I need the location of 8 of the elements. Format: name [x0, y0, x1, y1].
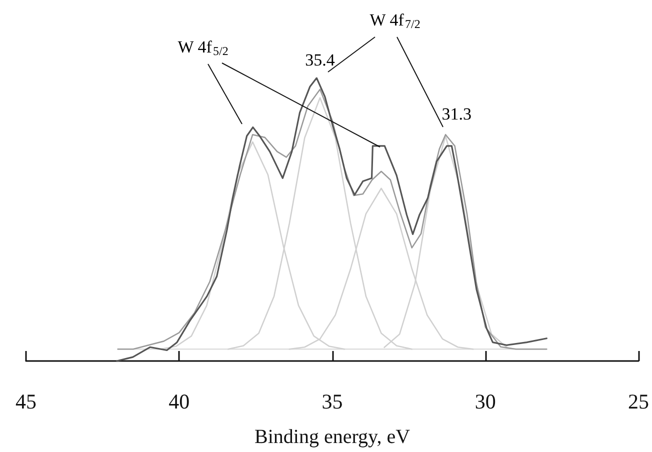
x-tick-label: 30 [474, 390, 496, 414]
x-axis-title: Binding energy, eV [254, 426, 411, 448]
x-tick-label: 40 [168, 390, 190, 414]
annotation: 35.4 [305, 50, 336, 70]
x-tick-label: 35 [322, 390, 343, 414]
annotation: 31.3 [442, 104, 472, 124]
x-tick-label: 45 [16, 390, 36, 414]
x-tick-label: 25 [628, 390, 649, 414]
